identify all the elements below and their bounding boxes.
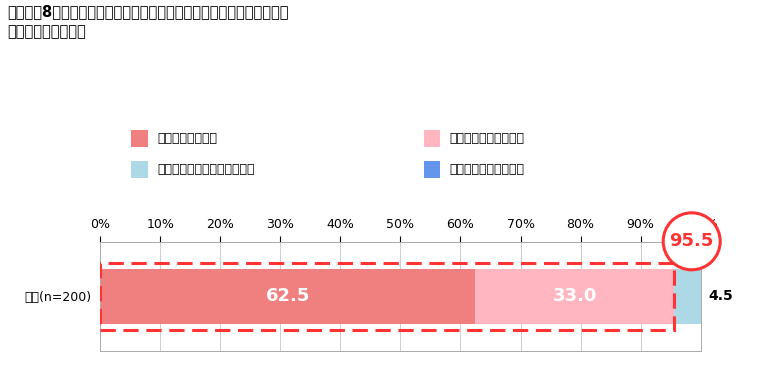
Text: やや効果があると思う: やや効果があると思う [450, 132, 524, 145]
Bar [674, 269, 701, 324]
Text: 効果があると思わない: 効果があると思わない [450, 163, 524, 176]
Text: 33.0: 33.0 [552, 287, 597, 305]
Text: 62.5: 62.5 [266, 287, 310, 305]
Bar [100, 269, 476, 324]
Text: 効果があると思う: 効果があると思う [157, 132, 217, 145]
Bar [476, 269, 674, 324]
Text: 4.5: 4.5 [708, 289, 733, 303]
Bar [100, 263, 674, 330]
Text: 【グラフ8】図書館や商業施設など、自宅外の空調の整った施設で過ご
す（クールシェア）: 【グラフ8】図書館や商業施設など、自宅外の空調の整った施設で過ご す（クールシェ… [8, 4, 290, 39]
Text: 95.5: 95.5 [669, 232, 714, 250]
Text: あまり効果があると思わない: あまり効果があると思わない [157, 163, 255, 176]
